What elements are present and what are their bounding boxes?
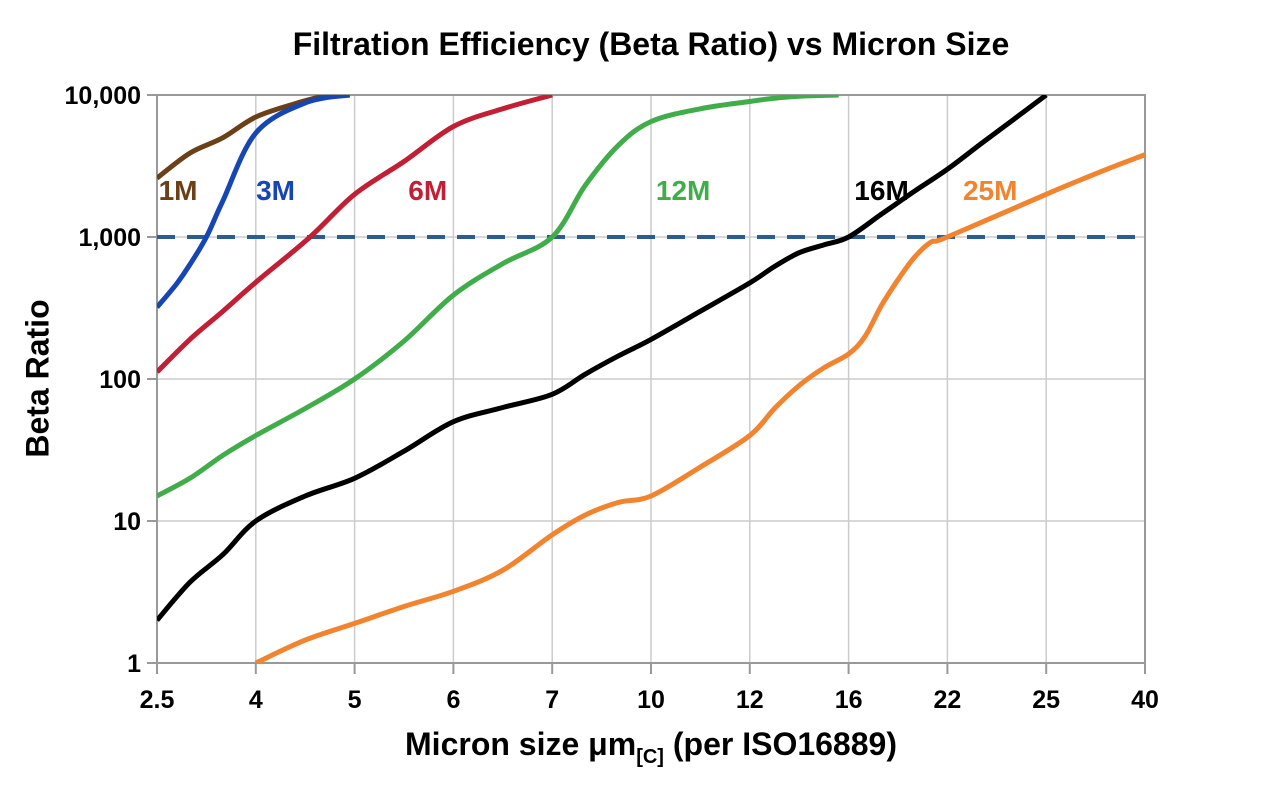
x-tick-label: 40 [1131, 686, 1159, 714]
x-axis-title-prefix: Micron size μm [405, 726, 637, 762]
series-line-16M [157, 95, 1048, 622]
y-tick-label: 10,000 [65, 82, 141, 110]
series-label-1M: 1M [159, 175, 198, 206]
series-line-25M [254, 152, 1145, 663]
x-tick-label: 22 [933, 686, 961, 714]
x-tick-label: 7 [545, 686, 559, 714]
series-line-3M [157, 95, 351, 309]
x-tick-label: 25 [1032, 686, 1060, 714]
chart-title: Filtration Efficiency (Beta Ratio) vs Mi… [292, 26, 1010, 62]
series-label-25M: 25M [963, 175, 1017, 206]
x-tick-label: 4 [249, 686, 263, 714]
x-tick-label: 5 [348, 686, 362, 714]
y-tick-label: 1,000 [78, 224, 141, 252]
series-label-16M: 16M [854, 175, 908, 206]
x-axis-title-subscript: [C] [636, 746, 664, 768]
series-label-3M: 3M [256, 175, 295, 206]
x-axis-title: Micron size μm[C] (per ISO16889) [157, 726, 1145, 769]
x-axis-title-suffix: (per ISO16889) [663, 726, 897, 762]
plot-frame [156, 94, 1146, 664]
x-tick-label: 10 [637, 686, 665, 714]
series-line-6M [157, 95, 553, 374]
y-tick-label: 10 [113, 508, 141, 536]
y-tick-label: 100 [99, 366, 141, 394]
series-line-12M [157, 95, 839, 499]
x-tick-label: 2.5 [140, 686, 175, 714]
x-tick-label: 6 [446, 686, 460, 714]
y-tick-label: 1 [127, 650, 141, 678]
series-label-6M: 6M [408, 175, 447, 206]
series-label-12M: 12M [656, 175, 710, 206]
x-tick-label: 12 [736, 686, 764, 714]
x-tick-label: 16 [835, 686, 863, 714]
series-line-1M [157, 95, 328, 181]
